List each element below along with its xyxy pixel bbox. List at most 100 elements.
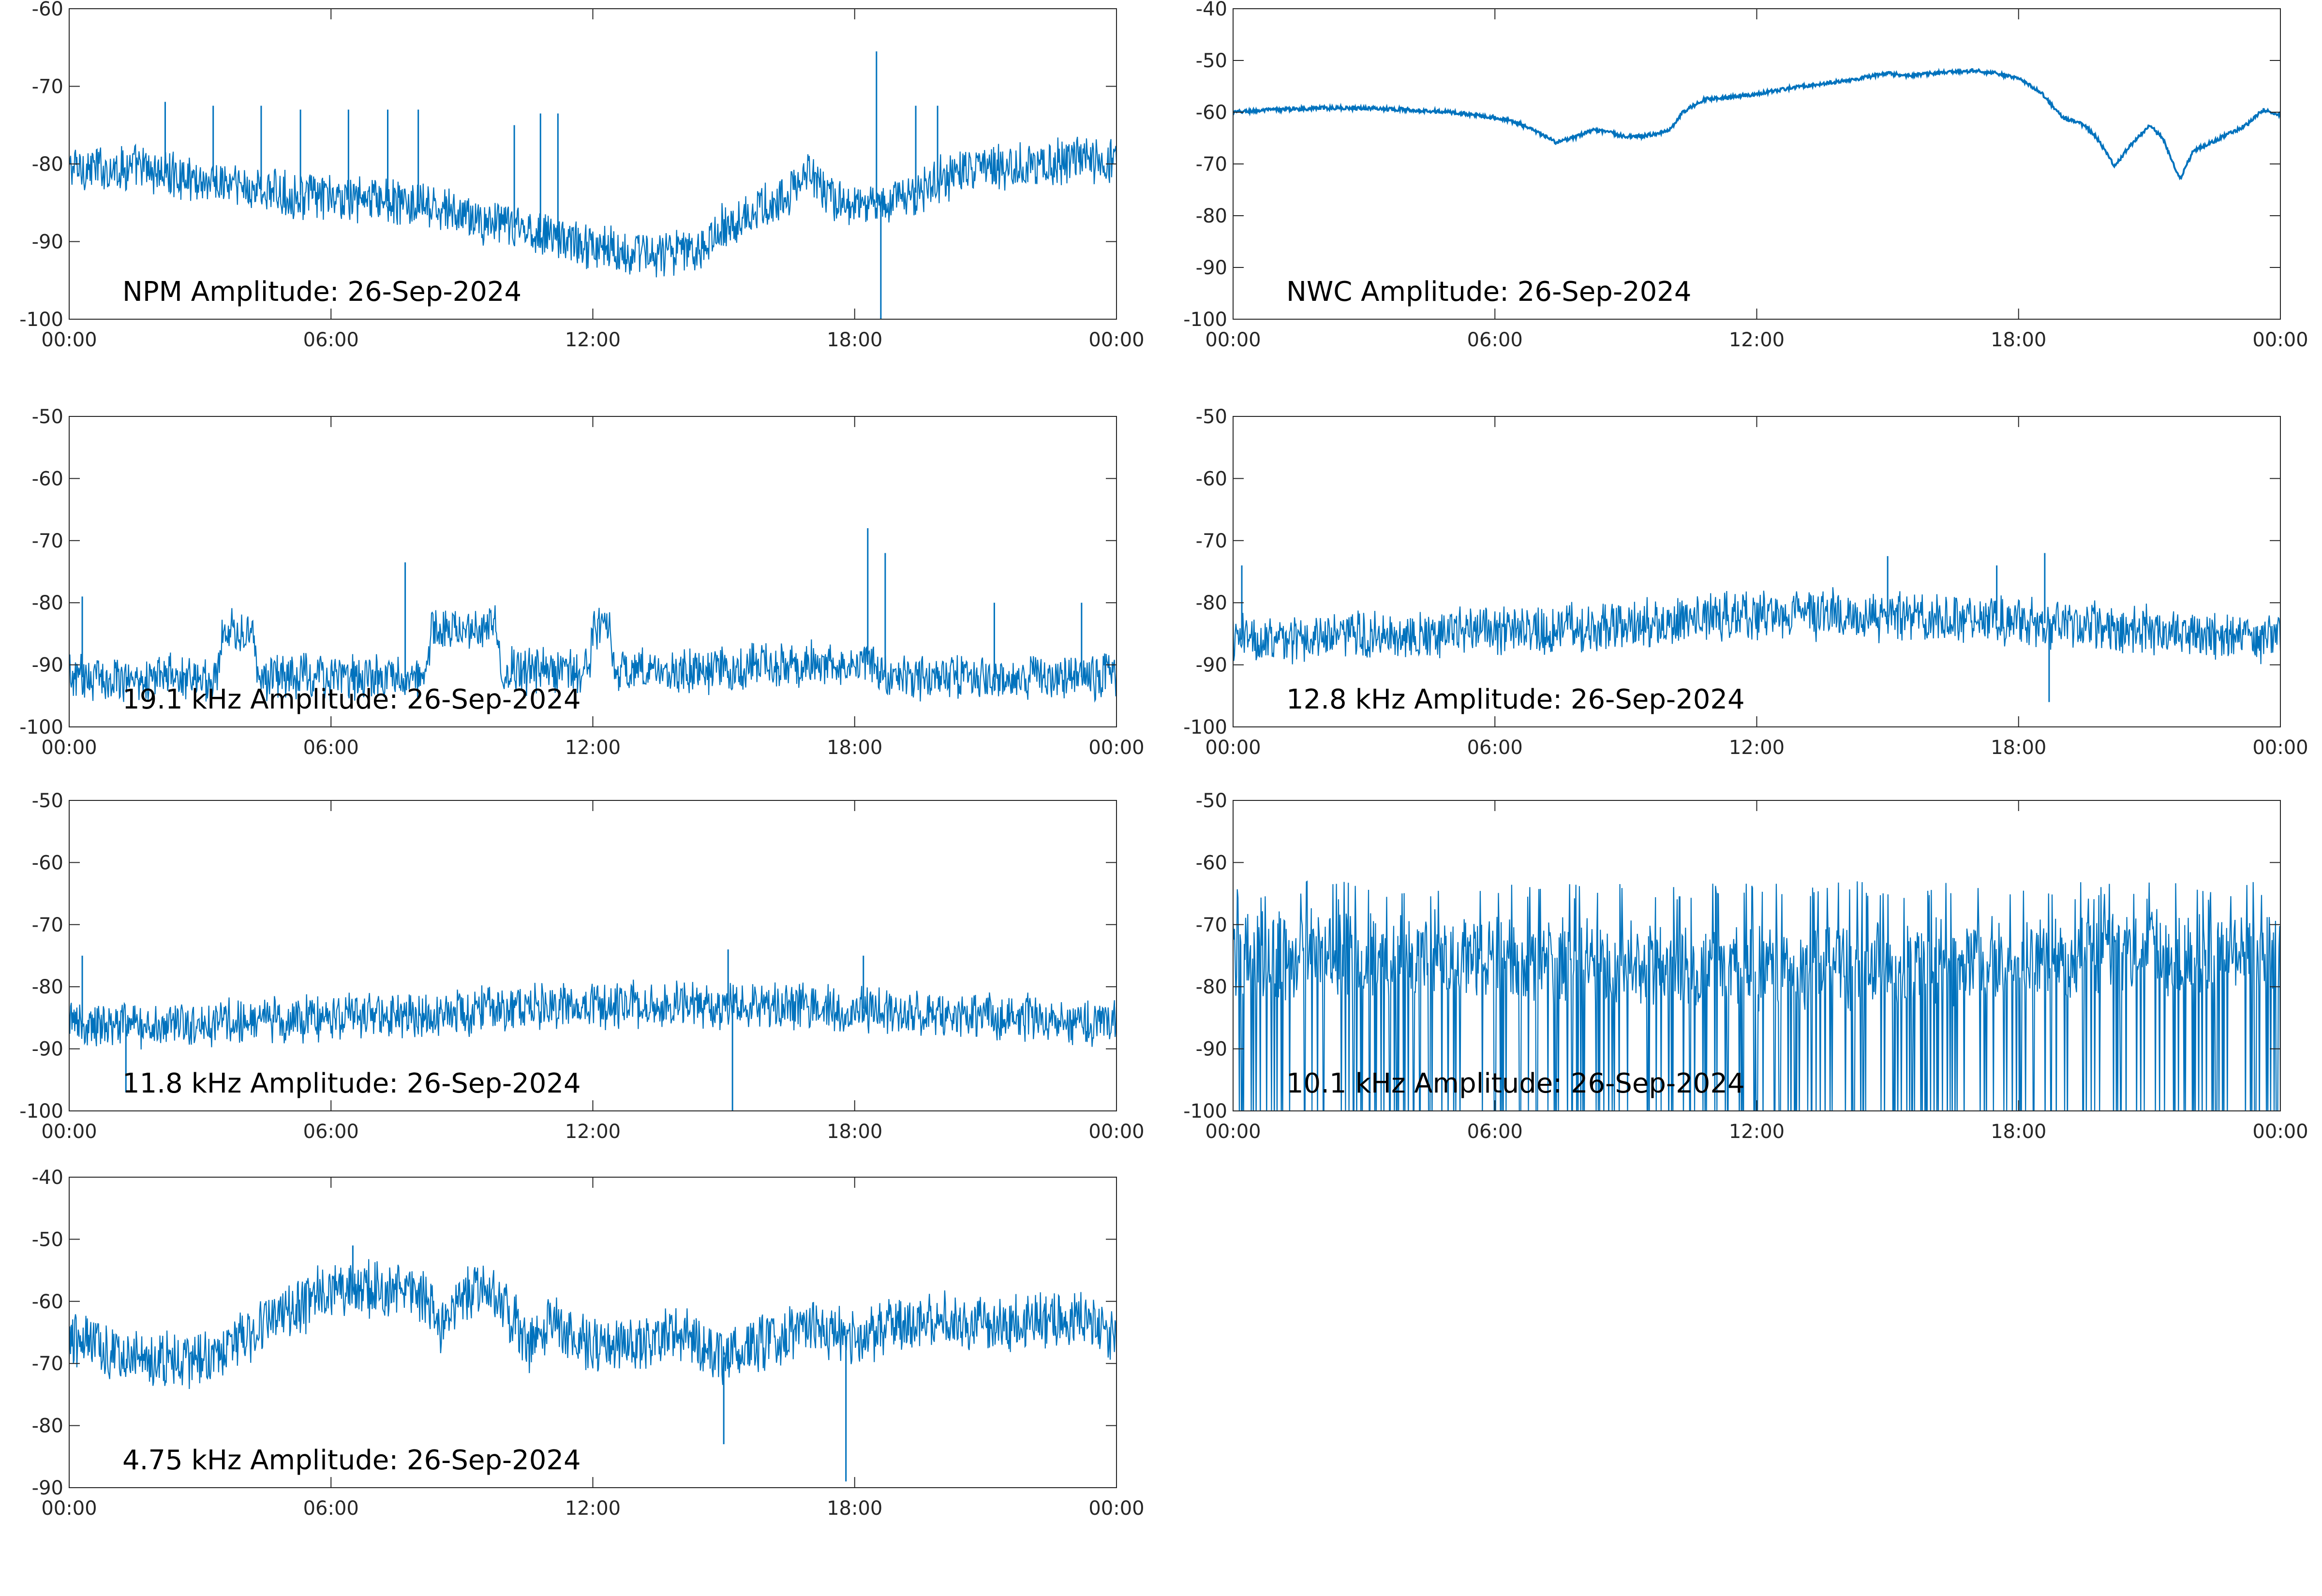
x-tick-label: 00:00: [1205, 1121, 1261, 1143]
series-line: [1233, 880, 2280, 1111]
x-tick-label: 00:00: [1205, 737, 1261, 759]
chart-title: 19.1 kHz Amplitude: 26-Sep-2024: [122, 684, 581, 715]
y-tick-label: -60: [1196, 468, 1227, 490]
series-line: [1233, 67, 2280, 181]
x-tick-label: 12:00: [565, 1121, 621, 1143]
y-tick-label: -80: [1196, 592, 1227, 614]
y-tick-label: -100: [19, 1100, 63, 1123]
y-tick-label: -60: [32, 1291, 63, 1313]
x-tick-label: 00:00: [2252, 1121, 2308, 1143]
y-tick-label: -90: [32, 654, 63, 677]
y-tick-label: -60: [32, 468, 63, 490]
x-tick-label: 06:00: [303, 1121, 359, 1143]
y-tick-label: -100: [1183, 309, 1227, 331]
x-tick-label: 06:00: [303, 737, 359, 759]
series-line: [1233, 587, 2280, 665]
y-tick-label: -70: [1196, 153, 1227, 176]
x-tick-label: 06:00: [1467, 329, 1523, 351]
x-tick-label: 00:00: [41, 1121, 97, 1143]
x-tick-label: 00:00: [2252, 737, 2308, 759]
x-tick-label: 00:00: [41, 329, 97, 351]
x-tick-label: 00:00: [41, 737, 97, 759]
chart-title: 4.75 kHz Amplitude: 26-Sep-2024: [122, 1445, 581, 1476]
y-tick-label: -90: [1196, 257, 1227, 279]
x-tick-label: 18:00: [1991, 737, 2046, 759]
y-tick-label: -90: [1196, 654, 1227, 677]
chart-title: NWC Amplitude: 26-Sep-2024: [1286, 276, 1692, 308]
x-tick-label: 12:00: [565, 737, 621, 759]
axes-box: [69, 800, 1117, 1111]
x-tick-label: 00:00: [1205, 329, 1261, 351]
x-tick-label: 18:00: [827, 1121, 882, 1143]
y-tick-label: -60: [32, 852, 63, 874]
x-tick-label: 06:00: [303, 329, 359, 351]
y-tick-label: -60: [1196, 102, 1227, 124]
chart-title: NPM Amplitude: 26-Sep-2024: [122, 276, 521, 308]
x-tick-label: 00:00: [1088, 1497, 1144, 1520]
x-tick-label: 00:00: [41, 1497, 97, 1520]
chart-title: 12.8 kHz Amplitude: 26-Sep-2024: [1286, 684, 1745, 715]
axes-box: [1233, 416, 2281, 727]
x-tick-label: 12:00: [1729, 329, 1785, 351]
x-tick-label: 12:00: [1729, 1121, 1785, 1143]
series-line: [69, 1259, 1116, 1389]
y-tick-label: -90: [32, 1477, 63, 1499]
x-tick-label: 18:00: [827, 1497, 882, 1520]
y-tick-label: -70: [32, 914, 63, 936]
axes-box: [69, 1177, 1117, 1488]
axes-box: [69, 416, 1117, 727]
chart-title: 11.8 kHz Amplitude: 26-Sep-2024: [122, 1068, 581, 1099]
series-line: [69, 136, 1116, 278]
y-tick-label: -80: [32, 976, 63, 998]
x-tick-label: 00:00: [1088, 1121, 1144, 1143]
x-tick-label: 00:00: [1088, 737, 1144, 759]
axes-box: [1233, 8, 2281, 320]
x-tick-label: 06:00: [1467, 737, 1523, 759]
y-tick-label: -80: [32, 592, 63, 614]
y-tick-label: -50: [1196, 50, 1227, 72]
chart-title: 10.1 kHz Amplitude: 26-Sep-2024: [1286, 1068, 1745, 1099]
y-tick-label: -100: [1183, 716, 1227, 739]
y-tick-label: -80: [1196, 976, 1227, 998]
y-tick-label: -50: [32, 790, 63, 812]
y-tick-label: -90: [32, 231, 63, 253]
y-tick-label: -60: [32, 0, 63, 20]
y-tick-label: -80: [1196, 205, 1227, 227]
y-tick-label: -60: [1196, 852, 1227, 874]
y-tick-label: -70: [1196, 530, 1227, 552]
y-tick-label: -50: [32, 1228, 63, 1251]
x-tick-label: 06:00: [1467, 1121, 1523, 1143]
x-tick-label: 18:00: [1991, 329, 2046, 351]
y-tick-label: -40: [1196, 0, 1227, 20]
x-tick-label: 06:00: [303, 1497, 359, 1520]
y-tick-label: -70: [1196, 914, 1227, 936]
series-line: [69, 979, 1116, 1050]
y-tick-label: -40: [32, 1167, 63, 1189]
y-tick-label: -80: [32, 1415, 63, 1437]
y-tick-label: -70: [32, 530, 63, 552]
y-tick-label: -100: [19, 309, 63, 331]
x-tick-label: 12:00: [565, 1497, 621, 1520]
x-tick-label: 18:00: [827, 329, 882, 351]
x-tick-label: 00:00: [2252, 329, 2308, 351]
y-tick-label: -50: [32, 406, 63, 428]
x-tick-label: 12:00: [1729, 737, 1785, 759]
y-tick-label: -70: [32, 76, 63, 98]
x-tick-label: 00:00: [1088, 329, 1144, 351]
y-tick-label: -70: [32, 1353, 63, 1375]
x-tick-label: 18:00: [827, 737, 882, 759]
y-tick-label: -100: [19, 716, 63, 739]
y-tick-label: -50: [1196, 406, 1227, 428]
y-tick-label: -80: [32, 153, 63, 176]
y-tick-label: -50: [1196, 790, 1227, 812]
y-tick-label: -90: [32, 1038, 63, 1061]
series-line: [69, 605, 1116, 703]
